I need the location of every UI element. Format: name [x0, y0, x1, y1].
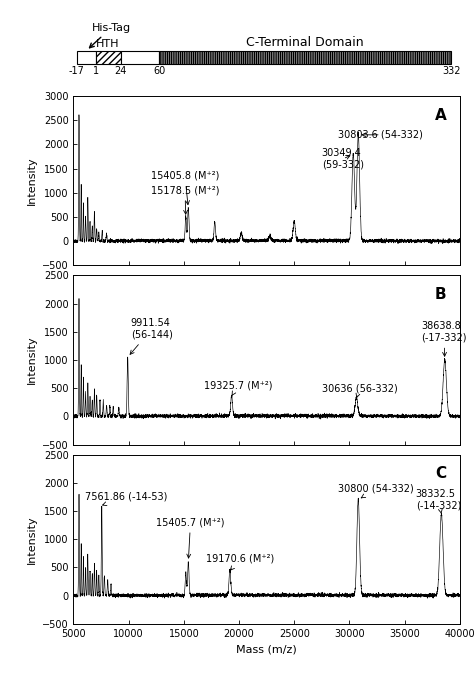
Text: 19325.7 (M⁺²): 19325.7 (M⁺²): [204, 380, 272, 395]
Text: 15405.7 (M⁺²): 15405.7 (M⁺²): [156, 517, 225, 558]
Text: 7561.86 (-14-53): 7561.86 (-14-53): [84, 492, 167, 506]
Text: 15405.8 (M⁺²): 15405.8 (M⁺²): [151, 171, 219, 205]
Text: A: A: [435, 108, 446, 123]
Bar: [121, 51, 159, 64]
X-axis label: Mass (m/z): Mass (m/z): [236, 644, 297, 654]
Bar: [77, 51, 96, 64]
Text: HTH: HTH: [96, 39, 119, 49]
Text: C-Terminal Domain: C-Terminal Domain: [246, 36, 364, 49]
Text: 19170.6 (M⁺²): 19170.6 (M⁺²): [206, 554, 274, 570]
Y-axis label: Intensity: Intensity: [27, 157, 36, 205]
Bar: [96, 51, 121, 64]
Text: His-Tag: His-Tag: [90, 22, 131, 47]
Y-axis label: Intensity: Intensity: [27, 515, 36, 563]
Text: 9911.54
(56-144): 9911.54 (56-144): [130, 318, 173, 355]
Bar: [159, 51, 451, 64]
Text: 38332.5
(-14-332): 38332.5 (-14-332): [416, 489, 461, 513]
Text: -17: -17: [69, 66, 85, 76]
Text: 38638.8
(-17-332): 38638.8 (-17-332): [421, 321, 466, 356]
Text: 24: 24: [115, 66, 127, 76]
Text: 1: 1: [93, 66, 99, 76]
Text: 30800 (54-332): 30800 (54-332): [338, 483, 414, 498]
Text: C: C: [435, 466, 446, 481]
Text: 30803.6 (54-332): 30803.6 (54-332): [338, 129, 423, 140]
Text: B: B: [435, 287, 446, 302]
Text: 15178.5 (M⁺²): 15178.5 (M⁺²): [151, 185, 219, 214]
Text: 30349.4
(59-332): 30349.4 (59-332): [322, 148, 364, 170]
Text: 30636 (56-332): 30636 (56-332): [322, 383, 398, 397]
Text: 60: 60: [153, 66, 165, 76]
Text: 332: 332: [442, 66, 460, 76]
Y-axis label: Intensity: Intensity: [27, 336, 36, 384]
